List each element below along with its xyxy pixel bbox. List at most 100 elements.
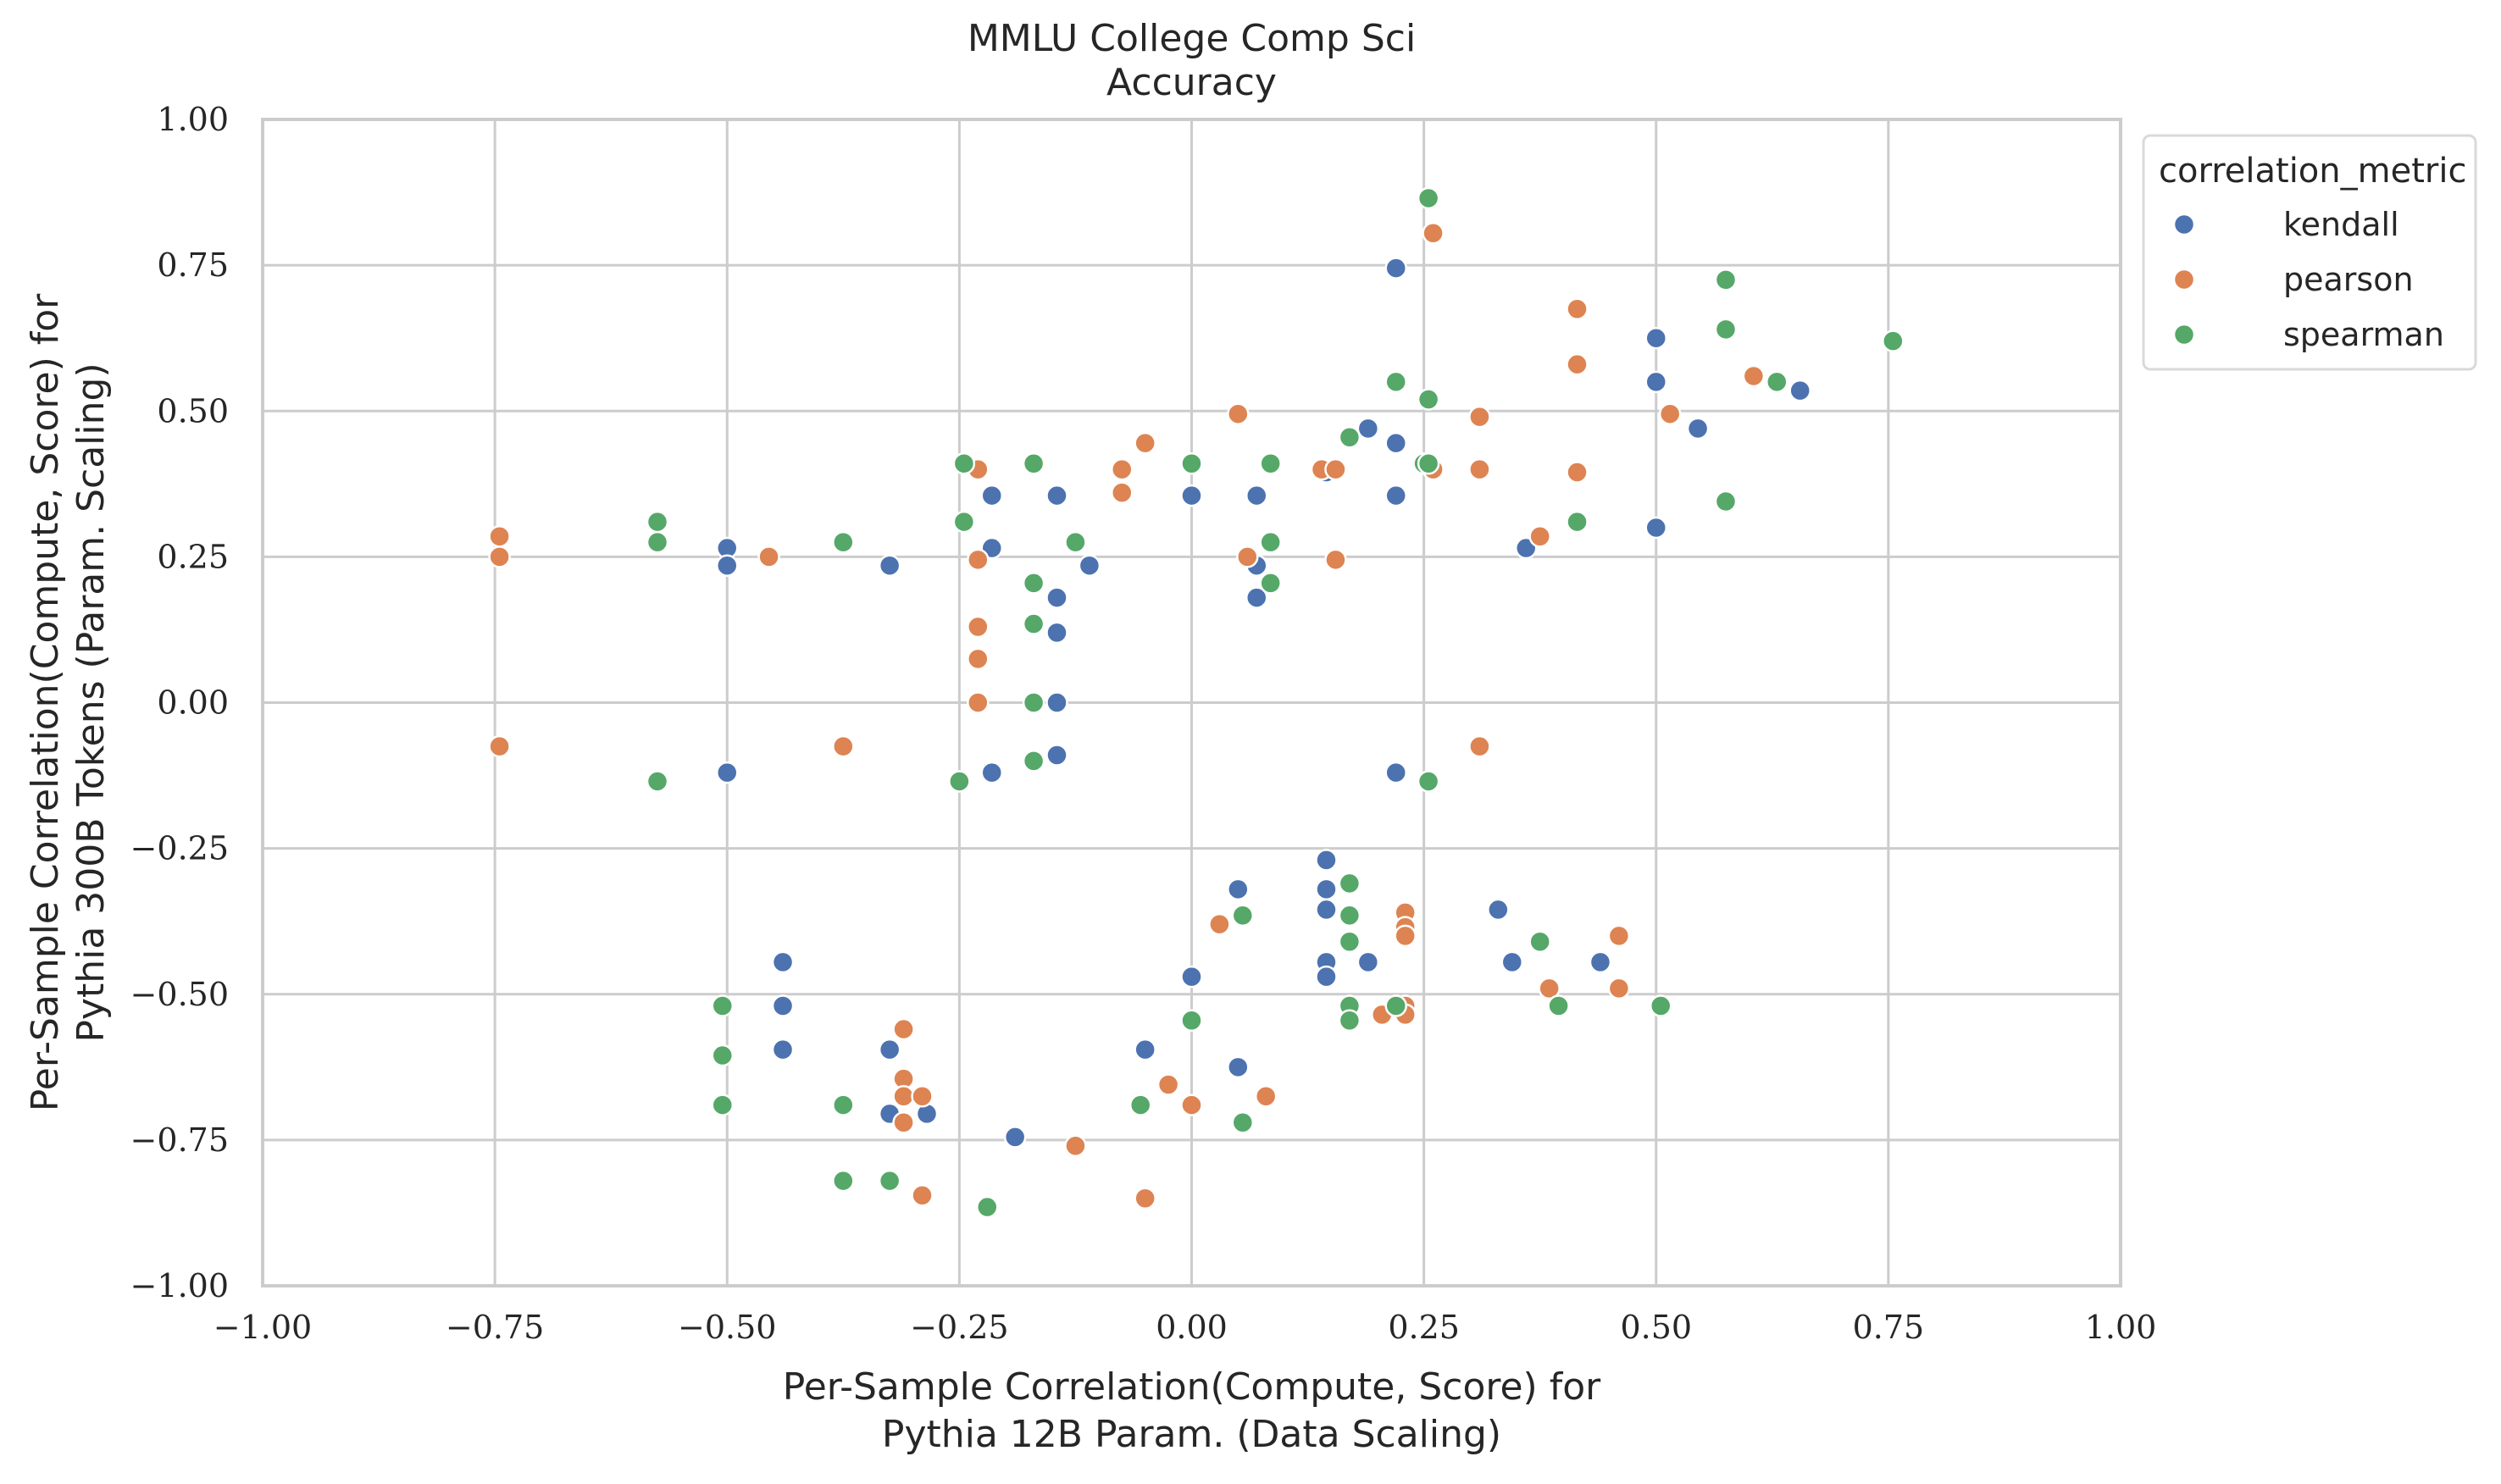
pearson-point (1607, 977, 1631, 1000)
spearman-point (1180, 451, 1203, 475)
pearson-point (1111, 457, 1134, 481)
spearman-point (1338, 872, 1361, 895)
y-tick-label: 0.25 (157, 538, 229, 575)
spearman-point (1417, 186, 1440, 210)
spearman-point (1417, 770, 1440, 793)
spearman-point (1547, 994, 1570, 1017)
spearman-point (1882, 329, 1905, 352)
spearman-point (832, 1094, 855, 1116)
spearman-point (1022, 572, 1045, 595)
kendall-point (1356, 950, 1380, 974)
spearman-point (1417, 451, 1440, 475)
pearson-point (911, 1184, 934, 1207)
data-points (488, 186, 1905, 1219)
plot-frame (261, 118, 2122, 1287)
pearson-point (1324, 548, 1347, 572)
x-tick-label: −1.00 (214, 1309, 312, 1346)
spearman-point (1022, 750, 1045, 772)
kendall-point (771, 1038, 795, 1061)
pearson-point (1468, 405, 1491, 429)
pearson-point (1538, 977, 1561, 1000)
y-tick-label: −1.00 (130, 1267, 229, 1304)
spearman-point (1231, 1110, 1255, 1134)
kendall-point (1315, 849, 1338, 872)
pearson-point (1254, 1084, 1278, 1108)
kendall-point (1589, 950, 1612, 974)
kendall-point (1078, 554, 1101, 577)
x-axis-label-line-2: Pythia 12B Param. (Data Scaling) (882, 1413, 1501, 1456)
pearson-point (488, 545, 511, 568)
pearson-point (1324, 457, 1347, 481)
legend-marker-spearman (2172, 323, 2196, 346)
x-tick-label: −0.50 (678, 1309, 776, 1346)
pearson-point (1528, 525, 1551, 548)
kendall-point (1315, 898, 1338, 922)
y-tick-label: 0.00 (157, 684, 229, 722)
kendall-point (1384, 257, 1407, 280)
kendall-point (1245, 484, 1268, 507)
pearson-point (1566, 297, 1589, 321)
pearson-point (1180, 1094, 1203, 1116)
spearman-point (1649, 994, 1672, 1017)
pearson-point (1566, 352, 1589, 376)
y-axis-label-line-1: Per-Sample Correlation(Compute, Score) f… (24, 293, 67, 1111)
kendall-point (1045, 744, 1068, 767)
kendall-point (1487, 898, 1510, 922)
pearson-point (1566, 461, 1589, 484)
kendall-point (1245, 586, 1268, 609)
pearson-point (967, 691, 990, 714)
kendall-point (1686, 417, 1710, 440)
chart-title: MMLU College Comp Sci (968, 17, 1416, 60)
legend-title: correlation_metric (2159, 152, 2466, 191)
spearman-point (646, 510, 669, 534)
spearman-point (1714, 318, 1738, 341)
pearson-point (1607, 924, 1631, 948)
spearman-point (1022, 451, 1045, 475)
y-tick-label: −0.75 (130, 1121, 229, 1159)
kendall-point (1045, 586, 1068, 609)
spearman-point (1128, 1094, 1152, 1116)
x-tick-label: 0.25 (1388, 1309, 1460, 1346)
x-tick-label: 0.75 (1853, 1309, 1925, 1346)
spearman-point (1384, 370, 1407, 394)
spearman-point (1259, 451, 1282, 475)
pearson-point (1064, 1134, 1087, 1158)
kendall-point (980, 761, 1004, 784)
pearson-point (1422, 222, 1445, 245)
spearman-point (1566, 510, 1589, 534)
y-tick-label: −0.25 (130, 830, 229, 867)
legend-marker-pearson (2172, 268, 2196, 291)
x-tick-label: −0.25 (910, 1309, 1008, 1346)
pearson-point (832, 734, 855, 758)
grid (263, 119, 2121, 1286)
pearson-point (1468, 734, 1491, 758)
x-tick-label: 0.00 (1156, 1309, 1228, 1346)
kendall-point (1003, 1126, 1027, 1149)
kendall-point (771, 950, 795, 974)
pearson-point (1236, 545, 1259, 568)
legend-label-spearman: spearman (2283, 316, 2444, 353)
spearman-point (711, 1094, 735, 1116)
kendall-point (1315, 878, 1338, 901)
spearman-point (1259, 572, 1282, 595)
pearson-point (1658, 402, 1682, 425)
kendall-point (980, 484, 1004, 507)
spearman-point (832, 530, 855, 554)
pearson-point (1468, 457, 1491, 481)
spearman-point (1259, 530, 1282, 554)
pearson-point (1134, 431, 1156, 455)
kendall-point (1227, 1055, 1250, 1079)
kendall-point (1644, 370, 1667, 394)
legend-box (2142, 134, 2477, 371)
y-axis-label-line-2: Pythia 300B Tokens (Param. Scaling) (69, 363, 113, 1042)
kendall-point (878, 554, 901, 577)
pearson-point (1134, 1187, 1156, 1210)
spearman-point (1231, 904, 1255, 928)
spearman-point (976, 1195, 999, 1219)
spearman-point (1180, 1009, 1203, 1032)
kendall-point (716, 554, 739, 577)
pearson-point (488, 734, 511, 758)
kendall-point (1788, 379, 1811, 402)
kendall-point (878, 1038, 901, 1061)
kendall-point (1227, 878, 1250, 901)
